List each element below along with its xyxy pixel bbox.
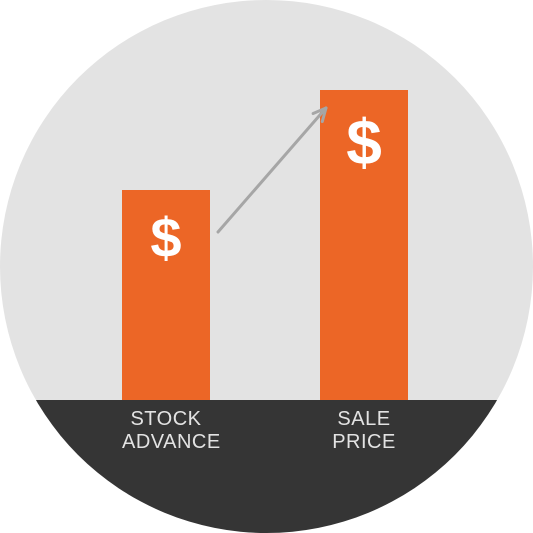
chart-lower-region — [0, 400, 533, 533]
arrow-up-icon — [202, 92, 342, 248]
chart-circle: $ $ STOCK ADVANCE SALE PRICE — [0, 0, 533, 533]
dollar-icon: $ — [346, 110, 382, 174]
bar-stock-advance: $ — [122, 190, 210, 400]
bar-label-stock-advance: STOCK ADVANCE — [122, 408, 210, 454]
dollar-icon: $ — [150, 210, 181, 266]
bar-label-sale-price: SALE PRICE — [320, 408, 408, 454]
